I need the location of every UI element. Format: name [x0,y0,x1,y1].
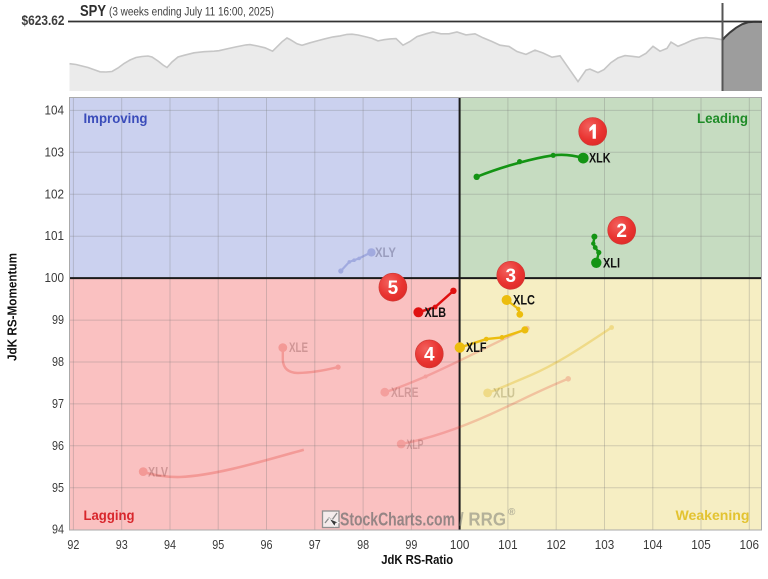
svg-text:99: 99 [405,538,417,552]
svg-text:Improving: Improving [84,110,148,126]
svg-text:2: 2 [616,221,627,242]
svg-text:96: 96 [52,439,64,453]
svg-text:$623.62: $623.62 [22,13,65,28]
svg-text:®: ® [508,507,516,518]
svg-text:JdK RS-Momentum: JdK RS-Momentum [5,253,20,361]
svg-text:92: 92 [67,538,79,552]
svg-text:95: 95 [52,481,64,495]
svg-text:101: 101 [45,229,65,243]
svg-text:105: 105 [691,538,711,552]
svg-text:XLE: XLE [289,339,308,355]
svg-text:XLU: XLU [493,385,515,401]
svg-text:XLK: XLK [589,150,611,166]
svg-text:103: 103 [595,538,615,552]
svg-text:98: 98 [52,355,64,369]
svg-text:4: 4 [424,345,435,366]
svg-text:104: 104 [643,538,663,552]
svg-text:XLV: XLV [148,464,168,480]
svg-text:98: 98 [357,538,369,552]
svg-text:StockCharts.com: StockCharts.com [340,510,455,530]
svg-text:Lagging: Lagging [84,507,135,523]
svg-text:100: 100 [45,271,65,285]
svg-text:97: 97 [309,538,321,552]
svg-text:95: 95 [212,538,224,552]
svg-text:106: 106 [740,538,760,552]
svg-text:XLY: XLY [375,244,397,260]
svg-text:94: 94 [52,523,64,537]
svg-text:JdK RS-Ratio: JdK RS-Ratio [381,552,453,567]
svg-text:(3 weeks ending July 11 16:00,: (3 weeks ending July 11 16:00, 2025) [109,7,274,19]
svg-text:XLB: XLB [425,304,447,320]
svg-text:XLP: XLP [407,436,424,452]
svg-text:102: 102 [45,187,65,201]
svg-text:104: 104 [45,103,65,117]
svg-text:SPY: SPY [80,3,107,20]
svg-text:94: 94 [164,538,176,552]
svg-text:3: 3 [506,266,517,287]
svg-text:102: 102 [546,538,566,552]
svg-text:/ RRG: / RRG [459,510,506,530]
svg-text:XLRE: XLRE [391,384,419,400]
svg-text:101: 101 [498,538,518,552]
svg-text:5: 5 [388,278,399,299]
svg-text:93: 93 [116,538,128,552]
svg-text:97: 97 [52,397,64,411]
svg-text:XLC: XLC [513,292,535,308]
svg-text:99: 99 [52,313,64,327]
svg-text:96: 96 [261,538,273,552]
svg-text:XLF: XLF [466,339,487,355]
svg-text:100: 100 [450,538,470,552]
svg-text:XLI: XLI [603,254,620,270]
svg-text:Leading: Leading [697,110,748,126]
svg-text:103: 103 [45,145,65,159]
svg-text:Weakening: Weakening [676,507,750,523]
